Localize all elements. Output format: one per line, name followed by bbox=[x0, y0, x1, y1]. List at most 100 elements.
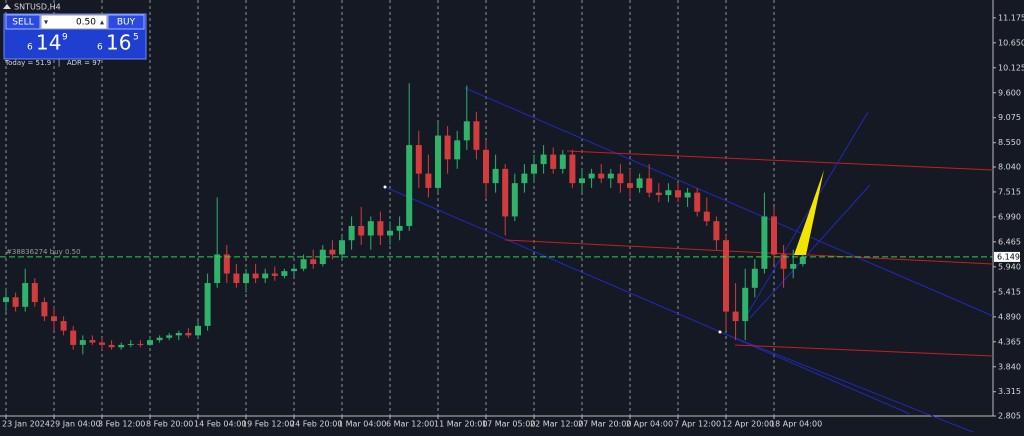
candle-body bbox=[175, 332, 182, 336]
axis-labels: 11.175 10.650 10.125 9.600 9.075 8.550 8.040 7.… bbox=[2, 13, 1024, 428]
candle-body bbox=[636, 178, 643, 188]
candle-body bbox=[588, 173, 595, 179]
symbol-title: SNTUSD,H4 bbox=[14, 3, 61, 12]
candle-body bbox=[569, 154, 576, 184]
y-tick-label: 6.465 bbox=[998, 237, 1021, 246]
candle-body bbox=[540, 154, 547, 165]
candle-body bbox=[502, 168, 509, 217]
candle-body bbox=[166, 335, 173, 338]
candle-body bbox=[204, 283, 211, 326]
anchor-point bbox=[718, 330, 722, 334]
x-tick-label: 2 Apr 04:00 bbox=[626, 420, 673, 429]
bid-main: 14 bbox=[36, 31, 61, 55]
x-tick-label: 6 Mar 12:00 bbox=[386, 420, 434, 429]
candle-body bbox=[367, 221, 374, 236]
candle-body bbox=[415, 145, 422, 174]
candle-body bbox=[252, 273, 259, 279]
candle-body bbox=[271, 273, 278, 276]
x-tick-label: 12 Apr 20:00 bbox=[722, 420, 774, 429]
candle-body bbox=[732, 311, 739, 322]
candle-body bbox=[723, 240, 729, 312]
y-tick-label: 7.515 bbox=[998, 187, 1021, 196]
y-tick-label: 5.415 bbox=[998, 287, 1021, 296]
price-badge bbox=[994, 251, 1020, 262]
candle-body bbox=[761, 216, 768, 269]
candle-body bbox=[627, 183, 633, 188]
channel-line bbox=[566, 150, 994, 171]
x-tick-label: 18 Apr 04:00 bbox=[770, 420, 822, 429]
candle-body bbox=[118, 344, 125, 348]
candle-body bbox=[79, 340, 86, 345]
candle-body bbox=[799, 256, 806, 265]
y-tick-label: 5.940 bbox=[998, 262, 1021, 271]
candle-body bbox=[531, 164, 537, 174]
x-tick-label: 22 Mar 12:00 bbox=[530, 420, 583, 429]
fan-line bbox=[749, 184, 871, 319]
candle-body bbox=[358, 225, 365, 236]
sell-button[interactable] bbox=[5, 14, 41, 30]
candle-body bbox=[319, 249, 326, 265]
lot-value: 0.50 bbox=[76, 18, 96, 28]
candle-body bbox=[607, 173, 614, 179]
x-tick-label: 1 Mar 04:00 bbox=[338, 420, 386, 429]
fan-line bbox=[744, 111, 869, 319]
candle-body bbox=[463, 121, 470, 141]
y-tick-label: 3.315 bbox=[998, 387, 1021, 396]
y-tick-label: 6.990 bbox=[998, 212, 1021, 221]
anchor-point bbox=[383, 185, 387, 189]
candle-body bbox=[70, 330, 77, 345]
candle-body bbox=[243, 273, 249, 284]
candle-body bbox=[655, 192, 662, 196]
symbol-header: SNTUSD,H4 bbox=[3, 3, 61, 12]
bid-small: 9 bbox=[62, 33, 68, 43]
y-tick-label: 10.650 bbox=[998, 38, 1024, 47]
ask-big: 6 bbox=[97, 43, 103, 53]
lot-input[interactable] bbox=[40, 14, 108, 30]
candle-body bbox=[41, 302, 48, 317]
channel-line bbox=[384, 186, 911, 415]
candle-body bbox=[579, 178, 585, 184]
candle-body bbox=[790, 264, 797, 269]
buy-button[interactable] bbox=[107, 14, 145, 30]
y-tick-label: 9.075 bbox=[998, 113, 1021, 122]
candle-body bbox=[31, 283, 38, 303]
candle-body bbox=[291, 268, 297, 272]
candle-body bbox=[195, 325, 201, 336]
candle-body bbox=[339, 240, 345, 255]
candle-body bbox=[771, 216, 777, 255]
candle-body bbox=[396, 225, 403, 231]
candle-body bbox=[444, 135, 451, 160]
candle-body bbox=[492, 168, 499, 184]
y-tick-label: 4.365 bbox=[998, 337, 1021, 346]
candle-body bbox=[348, 225, 355, 241]
x-tick-label: 24 Feb 20:00 bbox=[290, 420, 342, 429]
candle-body bbox=[281, 271, 288, 276]
candle-body bbox=[646, 178, 653, 193]
x-tick-label: 19 Feb 12:00 bbox=[242, 420, 294, 429]
ask-small: 5 bbox=[133, 33, 139, 43]
arrow bbox=[794, 170, 824, 255]
candle-body bbox=[473, 121, 480, 150]
candle-body bbox=[60, 321, 67, 331]
candle-body bbox=[454, 140, 461, 160]
candle-body bbox=[12, 297, 19, 307]
candle-body bbox=[435, 135, 441, 188]
candle-body bbox=[329, 249, 336, 255]
candle-body bbox=[406, 145, 413, 226]
candle-body bbox=[185, 332, 192, 336]
candle-body bbox=[559, 154, 566, 169]
candle-body bbox=[751, 268, 758, 288]
y-tick-label: 3.840 bbox=[998, 362, 1021, 371]
candle-body bbox=[598, 173, 605, 179]
candle-body bbox=[300, 259, 307, 269]
candle-body bbox=[99, 342, 105, 345]
trade-panel: SELL ▾ 0.50 ▴ BUY 6 14 9 6 16 5 Today = … bbox=[3, 13, 147, 67]
drawings bbox=[383, 87, 994, 436]
candle-body bbox=[483, 149, 489, 184]
x-tick-label: 23 Jan 2024 bbox=[2, 420, 50, 429]
x-tick-label: 7 Apr 12:00 bbox=[674, 420, 721, 429]
candle-body bbox=[694, 192, 701, 212]
candle-body bbox=[127, 343, 134, 345]
sell-label: SELL bbox=[12, 18, 33, 28]
